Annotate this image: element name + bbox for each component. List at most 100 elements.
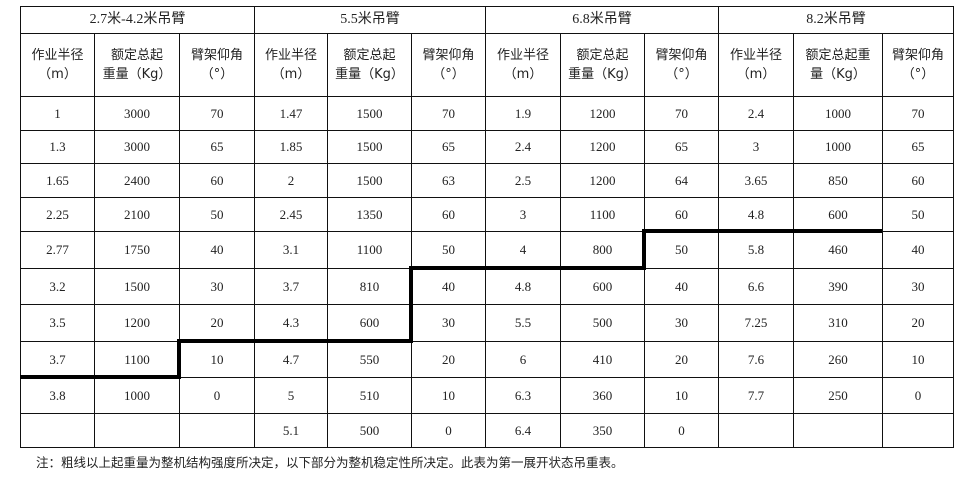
rated-load-cell: 1100 [327,231,412,269]
rated-load-header: 额定总起重量（Kg） [793,33,883,97]
rated-load-cell: 1000 [94,377,180,414]
radius-cell: 2 [254,163,328,198]
boom-angle-cell: 0 [644,413,719,448]
boom-angle-cell: 60 [644,197,719,232]
header-line: 重量（Kg） [568,67,637,82]
header-line: 额定总起 [576,48,629,63]
rated-load-cell: 1000 [793,130,883,164]
rated-load-cell: 1750 [94,231,180,269]
radius-cell: 5 [254,377,328,414]
rated-load-cell: 1500 [327,130,412,164]
table-row: 1.3 3000 65 1.85 1500 65 2.4 1200 65 3 1000 65 [20,130,954,164]
radius-cell: 1 [20,96,95,131]
group-header-row: 2.7米-4.2米吊臂 5.5米吊臂 6.8米吊臂 8.2米吊臂 [20,6,954,34]
boom-angle-cell: 10 [882,341,954,378]
radius-cell: 4.8 [718,197,794,232]
rated-load-cell: 310 [793,304,883,342]
table-row: 2.25 2100 50 2.45 1350 60 3 1100 60 4.8 600 50 [20,197,954,232]
boom-angle-header-text: 臂架仰角（°） [655,48,708,82]
radius-cell: 3.1 [254,231,328,269]
radius-cell: 5.5 [485,304,561,342]
radius-cell: 4.7 [254,341,328,378]
boom-angle-header: 臂架仰角（°） [179,33,255,97]
radius-cell: 2.25 [20,197,95,232]
boom-angle-cell: 60 [411,197,486,232]
boom-group-title: 8.2米吊臂 [718,6,954,34]
radius-cell: 4.3 [254,304,328,342]
radius-cell [718,413,794,448]
rated-load-cell: 350 [560,413,645,448]
rated-load-cell: 500 [560,304,645,342]
boom-angle-cell: 63 [411,163,486,198]
radius-cell: 7.25 [718,304,794,342]
radius-cell: 1.47 [254,96,328,131]
boom-angle-cell: 60 [882,163,954,198]
boom-angle-cell: 30 [882,268,954,305]
column-header-row: 作业半径（m） 额定总起 重量（Kg） 臂架仰角（°） 作业半径（m） 额定总起 重量（Kg… [20,33,954,97]
footnote: 注：粗线以上起重量为整机结构强度所决定，以下部分为整机稳定性所决定。此表为第一展… [36,455,624,470]
boom-angle-header-text: 臂架仰角（°） [190,48,243,82]
radius-cell: 1.65 [20,163,95,198]
rated-load-cell: 1350 [327,197,412,232]
radius-header-text: 作业半径（m） [729,48,782,82]
header-line: 额定总起重 [805,48,871,63]
radius-cell: 3.65 [718,163,794,198]
rated-load-cell: 550 [327,341,412,378]
rated-load-cell: 1100 [560,197,645,232]
rated-load-cell: 500 [327,413,412,448]
table-row: 2.77 1750 40 3.1 1100 50 4 800 50 5.8 460 40 [20,231,954,269]
boom-angle-cell: 10 [644,377,719,414]
rated-load-cell: 3000 [94,96,180,131]
boom-group-title: 2.7米-4.2米吊臂 [20,6,255,34]
boom-angle-cell: 40 [882,231,954,269]
rated-load-cell: 410 [560,341,645,378]
boom-angle-header-text: 臂架仰角（°） [422,48,475,82]
boom-angle-header: 臂架仰角（°） [411,33,486,97]
header-line: 重量（Kg） [335,67,404,82]
radius-cell: 6 [485,341,561,378]
boom-angle-cell: 0 [179,377,255,414]
boom-angle-cell [179,413,255,448]
rated-load-cell: 1000 [793,96,883,131]
radius-cell: 3.7 [20,341,95,378]
radius-cell: 2.4 [718,96,794,131]
radius-header-text: 作业半径（m） [31,48,84,82]
header-line: 量（Kg） [810,67,866,82]
boom-angle-cell: 30 [179,268,255,305]
radius-cell: 1.3 [20,130,95,164]
boom-angle-cell: 50 [411,231,486,269]
boom-angle-cell: 50 [179,197,255,232]
boom-angle-cell: 20 [882,304,954,342]
radius-header-text: 作业半径（m） [496,48,549,82]
rated-load-cell: 360 [560,377,645,414]
boom-angle-cell: 70 [411,96,486,131]
rated-load-cell: 1200 [560,130,645,164]
radius-cell: 3.7 [254,268,328,305]
rated-load-cell: 600 [793,197,883,232]
boom-angle-cell: 50 [882,197,954,232]
radius-header-text: 作业半径（m） [264,48,317,82]
radius-cell: 6.6 [718,268,794,305]
rated-load-cell: 2100 [94,197,180,232]
radius-cell: 2.5 [485,163,561,198]
radius-cell: 4.8 [485,268,561,305]
boom-angle-cell: 0 [411,413,486,448]
boom-angle-cell: 60 [179,163,255,198]
boom-angle-cell: 30 [644,304,719,342]
rated-load-cell: 250 [793,377,883,414]
radius-cell: 1.85 [254,130,328,164]
radius-cell: 7.7 [718,377,794,414]
rated-load-cell: 510 [327,377,412,414]
radius-cell: 3 [485,197,561,232]
radius-header: 作业半径（m） [718,33,794,97]
boom-angle-cell: 20 [644,341,719,378]
radius-cell: 3 [718,130,794,164]
rated-load-cell: 1200 [560,96,645,131]
radius-cell: 3.5 [20,304,95,342]
boom-angle-cell: 65 [179,130,255,164]
boom-angle-header-text: 臂架仰角（°） [891,48,944,82]
boom-angle-cell: 10 [411,377,486,414]
header-line: 额定总起 [343,48,396,63]
rated-load-cell: 1500 [327,163,412,198]
boom-angle-cell: 65 [411,130,486,164]
